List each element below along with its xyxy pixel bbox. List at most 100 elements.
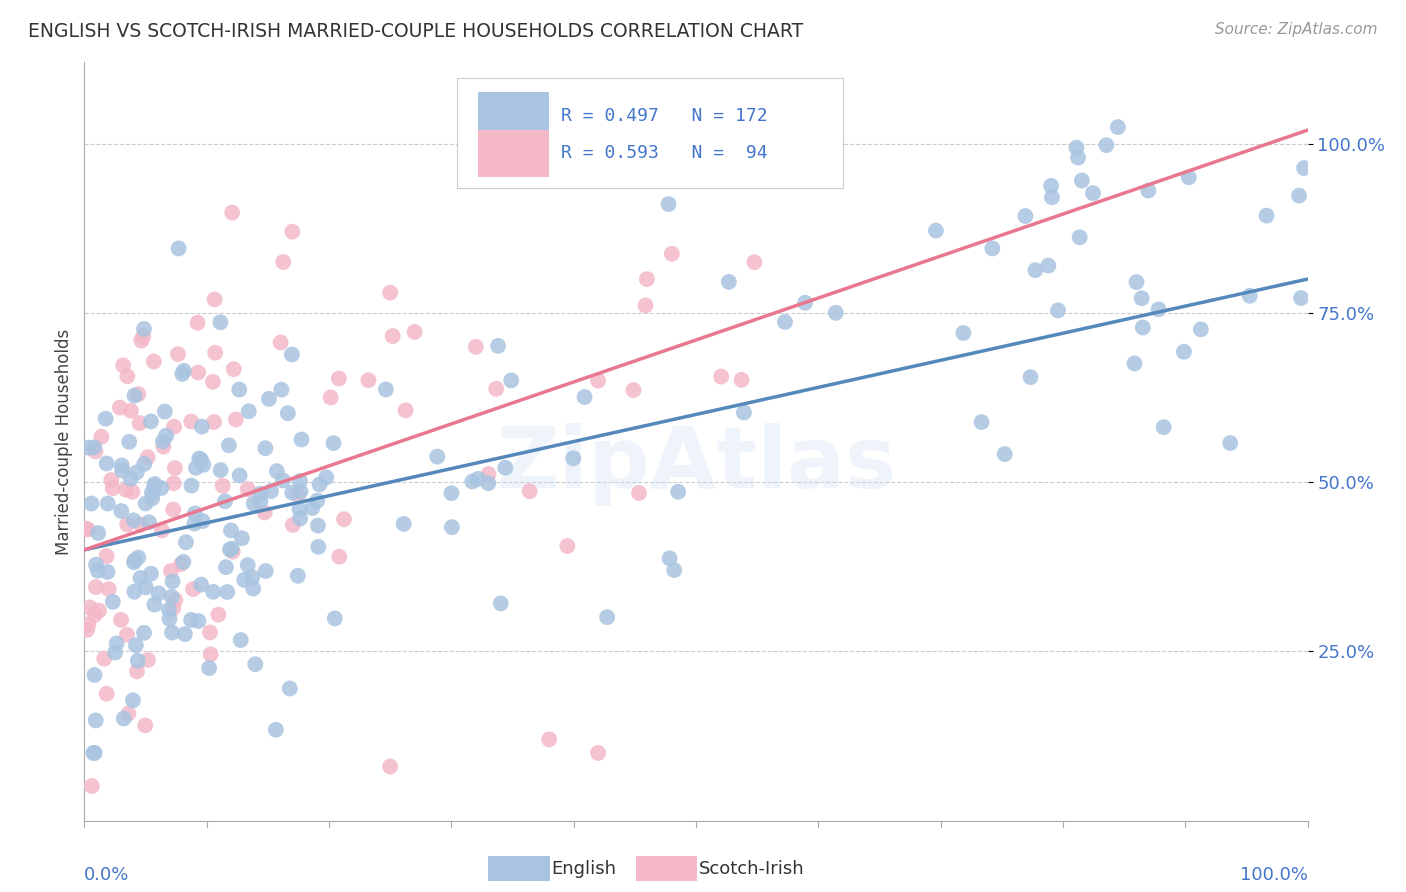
Point bbox=[80, 779, 103, 793]
Point bbox=[380, 759, 402, 773]
Point bbox=[1256, 209, 1278, 223]
Point bbox=[200, 648, 222, 662]
Point bbox=[172, 555, 194, 569]
Point bbox=[214, 494, 236, 508]
Point bbox=[538, 732, 561, 747]
Point bbox=[221, 205, 243, 219]
Point bbox=[204, 345, 226, 359]
Point bbox=[1024, 263, 1046, 277]
Point bbox=[181, 582, 204, 596]
Point bbox=[96, 549, 118, 563]
Point bbox=[307, 540, 329, 554]
Point bbox=[76, 623, 98, 637]
Point bbox=[319, 391, 342, 405]
Point bbox=[394, 403, 416, 417]
Point bbox=[794, 295, 817, 310]
Point bbox=[744, 255, 766, 269]
Point bbox=[572, 165, 595, 179]
Point bbox=[1288, 188, 1310, 202]
Point bbox=[153, 404, 176, 418]
Point bbox=[211, 479, 233, 493]
Point bbox=[184, 460, 207, 475]
Point bbox=[404, 325, 426, 339]
Point bbox=[127, 550, 149, 565]
Point bbox=[110, 504, 132, 518]
Point bbox=[180, 478, 202, 492]
Point bbox=[143, 479, 166, 493]
Point bbox=[84, 714, 107, 728]
Point bbox=[167, 347, 190, 361]
Point bbox=[218, 438, 240, 452]
Point bbox=[141, 485, 163, 500]
Point bbox=[315, 470, 337, 484]
Point bbox=[242, 497, 264, 511]
Point bbox=[357, 373, 380, 387]
Point bbox=[150, 481, 173, 495]
Point bbox=[273, 255, 295, 269]
Point bbox=[1239, 289, 1261, 303]
Text: Source: ZipAtlas.com: Source: ZipAtlas.com bbox=[1215, 22, 1378, 37]
Point bbox=[112, 712, 135, 726]
Point bbox=[139, 414, 162, 428]
Point bbox=[157, 603, 180, 617]
Point bbox=[596, 610, 619, 624]
Point bbox=[97, 497, 120, 511]
Point bbox=[222, 544, 245, 558]
Point bbox=[281, 347, 304, 361]
Point bbox=[1014, 209, 1036, 223]
Point bbox=[1132, 320, 1154, 334]
Point bbox=[328, 371, 350, 385]
Point bbox=[191, 514, 214, 528]
Point bbox=[101, 595, 124, 609]
Point bbox=[1147, 302, 1170, 317]
Point bbox=[288, 511, 311, 525]
Point bbox=[142, 354, 165, 368]
Point bbox=[127, 387, 149, 401]
Point bbox=[1189, 322, 1212, 336]
Point bbox=[122, 555, 145, 569]
Point bbox=[160, 564, 183, 578]
Point bbox=[139, 566, 162, 581]
Point bbox=[254, 564, 277, 578]
Point bbox=[287, 568, 309, 582]
Point bbox=[104, 646, 127, 660]
Point bbox=[108, 401, 131, 415]
Point bbox=[637, 103, 659, 117]
Point bbox=[308, 477, 330, 491]
Point bbox=[233, 573, 256, 587]
Point bbox=[170, 557, 193, 571]
Point bbox=[1153, 420, 1175, 434]
Point bbox=[254, 441, 277, 455]
Point bbox=[187, 614, 209, 628]
Point bbox=[165, 593, 187, 607]
Point bbox=[380, 285, 402, 300]
Text: 100.0%: 100.0% bbox=[1240, 866, 1308, 884]
Point bbox=[132, 322, 155, 336]
Point bbox=[79, 600, 101, 615]
Point bbox=[1125, 275, 1147, 289]
Point bbox=[730, 373, 752, 387]
Point bbox=[464, 340, 486, 354]
Point bbox=[519, 484, 541, 499]
Point bbox=[96, 687, 118, 701]
Point bbox=[122, 513, 145, 527]
Point bbox=[100, 473, 122, 487]
Point bbox=[117, 706, 139, 721]
Point bbox=[163, 419, 186, 434]
Point bbox=[1019, 370, 1042, 384]
Point bbox=[710, 369, 733, 384]
Point bbox=[141, 491, 163, 506]
Point bbox=[162, 502, 184, 516]
Point bbox=[636, 272, 658, 286]
Point bbox=[125, 638, 148, 652]
Point bbox=[1178, 170, 1201, 185]
Point bbox=[981, 242, 1004, 256]
Point bbox=[125, 665, 148, 679]
Point bbox=[217, 585, 239, 599]
Point bbox=[162, 574, 184, 589]
Point bbox=[562, 451, 585, 466]
Point bbox=[277, 406, 299, 420]
Point bbox=[183, 516, 205, 531]
Point bbox=[333, 512, 356, 526]
Point bbox=[215, 560, 238, 574]
